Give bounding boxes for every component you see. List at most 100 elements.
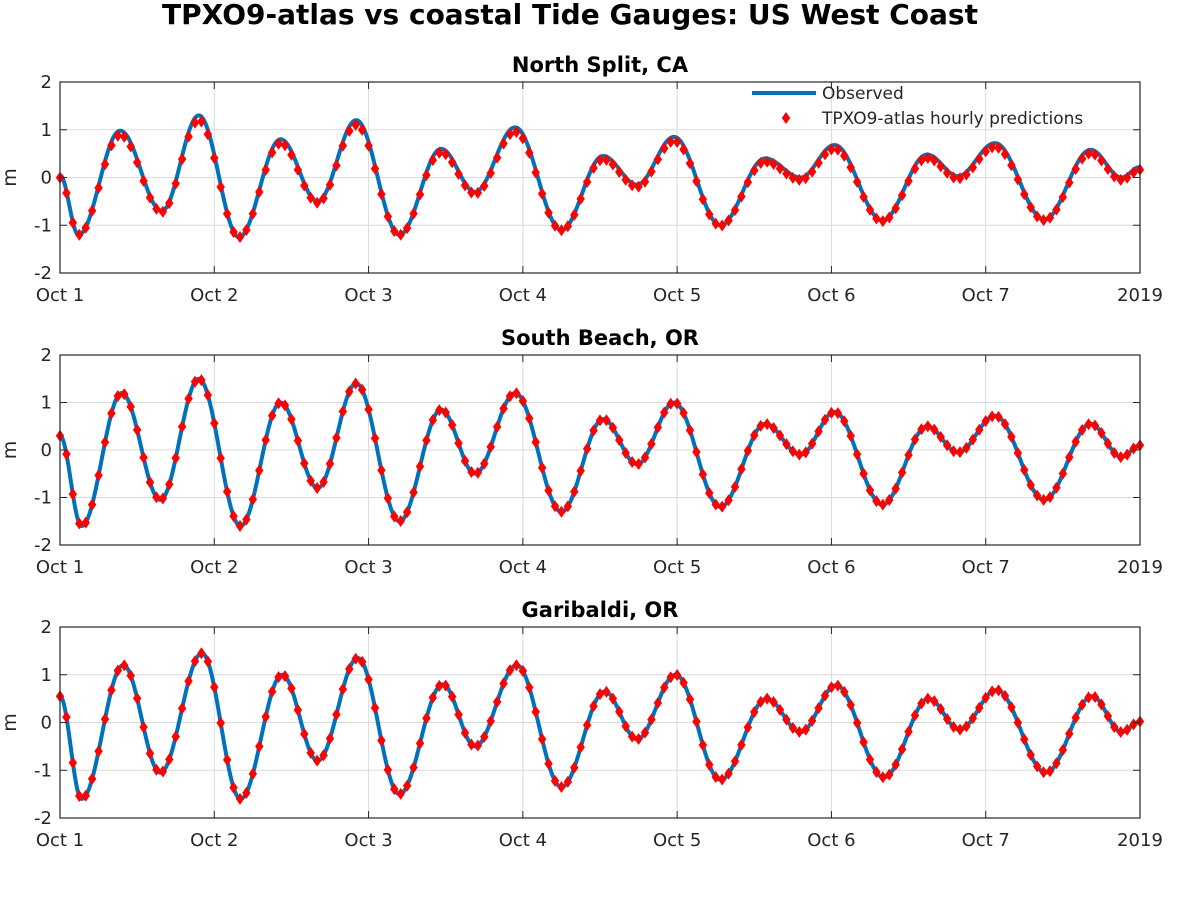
prediction-point <box>364 139 373 152</box>
prediction-point <box>660 142 669 155</box>
prediction-point <box>557 505 566 518</box>
prediction-point <box>859 467 868 480</box>
prediction-point <box>158 765 168 778</box>
prediction-point <box>602 153 611 166</box>
prediction-point <box>942 712 952 725</box>
prediction-point <box>184 130 193 143</box>
prediction-point <box>190 375 200 388</box>
prediction-point <box>306 474 315 487</box>
prediction-point <box>634 732 643 745</box>
prediction-point <box>139 451 148 464</box>
y-tick-label: 2 <box>41 72 52 93</box>
prediction-point <box>679 676 688 689</box>
prediction-point <box>1045 211 1055 224</box>
prediction-point <box>1077 152 1087 165</box>
prediction-point <box>762 155 772 168</box>
prediction-point <box>576 741 585 754</box>
prediction-point <box>762 418 772 431</box>
prediction-point <box>878 771 888 784</box>
prediction-point <box>274 397 283 410</box>
prediction-point <box>197 374 206 387</box>
prediction-point <box>203 655 213 668</box>
prediction-point <box>717 500 727 513</box>
prediction-point <box>68 216 78 229</box>
prediction-point <box>717 219 727 232</box>
x-tick-label: Oct 1 <box>36 285 84 306</box>
data-layer <box>55 374 1145 532</box>
prediction-point <box>640 726 650 739</box>
prediction-point <box>1122 171 1132 184</box>
prediction-point <box>576 464 585 477</box>
prediction-point <box>62 711 71 724</box>
prediction-point <box>1000 689 1010 702</box>
prediction-point <box>338 683 348 696</box>
prediction-point <box>1116 173 1125 186</box>
prediction-point <box>190 655 200 668</box>
prediction-point <box>68 756 78 769</box>
prediction-point <box>319 749 328 762</box>
prediction-point <box>300 727 309 740</box>
prediction-point <box>531 166 540 179</box>
prediction-point <box>1116 451 1125 464</box>
prediction-point <box>357 655 367 668</box>
prediction-point <box>312 754 322 767</box>
prediction-point <box>171 452 180 465</box>
x-tick-label: Oct 4 <box>499 830 547 851</box>
prediction-point <box>1026 479 1035 492</box>
prediction-point <box>255 740 264 753</box>
prediction-point <box>1045 765 1055 778</box>
prediction-point <box>724 214 733 227</box>
prediction-point <box>621 173 630 186</box>
x-tick-label: 2019 <box>1117 830 1163 851</box>
prediction-point <box>653 153 663 166</box>
prediction-point <box>608 421 618 434</box>
prediction-point <box>769 158 778 171</box>
prediction-point <box>512 125 521 138</box>
prediction-point <box>94 181 103 194</box>
prediction-point <box>235 519 245 532</box>
prediction-point <box>975 423 984 436</box>
prediction-point <box>1110 170 1119 183</box>
prediction-point <box>994 410 1003 423</box>
prediction-point <box>1103 163 1113 176</box>
prediction-point <box>698 468 708 481</box>
prediction-point <box>300 179 309 192</box>
prediction-point <box>550 219 560 232</box>
prediction-point <box>589 700 598 713</box>
prediction-point <box>171 730 180 743</box>
prediction-point <box>859 190 868 203</box>
prediction-point <box>165 478 174 491</box>
prediction-point <box>293 163 303 176</box>
prediction-point <box>518 664 528 677</box>
prediction-point <box>679 407 688 420</box>
prediction-point <box>107 684 116 697</box>
prediction-point <box>1007 159 1016 172</box>
prediction-point <box>872 212 881 225</box>
prediction-point <box>222 753 232 766</box>
prediction-point <box>235 792 245 805</box>
prediction-point <box>242 513 251 526</box>
prediction-point <box>1065 451 1074 464</box>
y-tick-label: 2 <box>41 617 52 638</box>
prediction-point <box>1116 725 1125 738</box>
prediction-point <box>846 429 855 442</box>
y-tick-label: 0 <box>41 713 52 734</box>
prediction-point <box>627 179 637 192</box>
prediction-point <box>165 753 174 766</box>
prediction-point <box>885 211 894 224</box>
prediction-point <box>730 480 740 493</box>
prediction-point <box>383 492 393 505</box>
prediction-point <box>203 389 213 402</box>
prediction-point <box>280 139 290 152</box>
prediction-point <box>576 192 585 205</box>
y-tick-label: -2 <box>34 808 52 829</box>
prediction-point <box>788 721 798 734</box>
prediction-point <box>75 228 84 241</box>
prediction-point <box>377 464 386 477</box>
prediction-point <box>145 191 155 204</box>
prediction-point <box>229 510 238 523</box>
prediction-point <box>68 488 78 501</box>
prediction-point <box>1013 716 1023 729</box>
prediction-point <box>833 679 843 692</box>
prediction-point <box>402 506 412 519</box>
